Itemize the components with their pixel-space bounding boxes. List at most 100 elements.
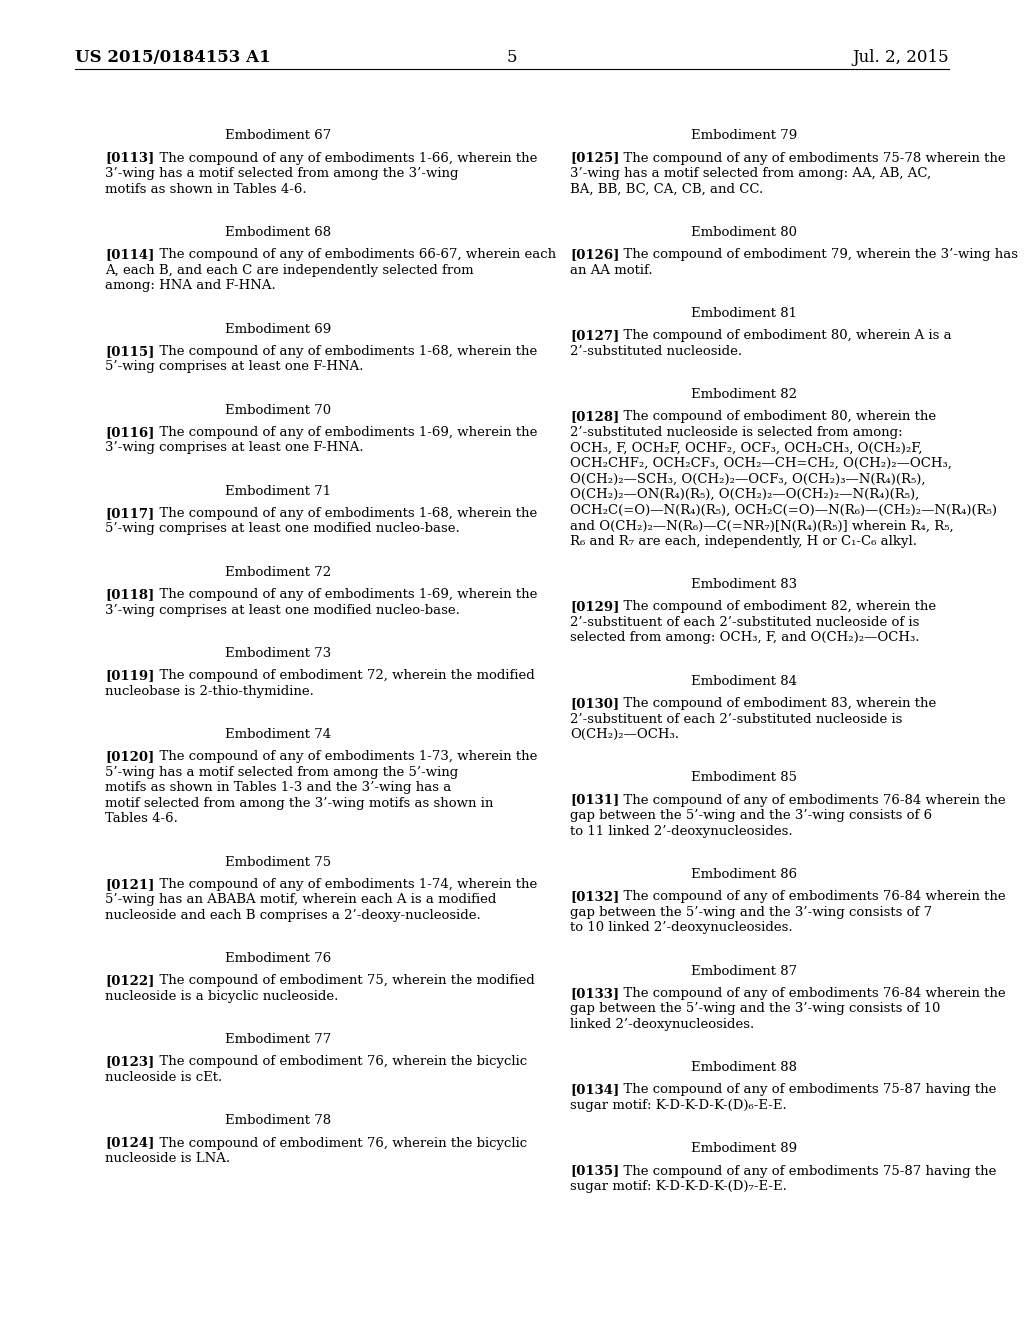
Text: Embodiment 81: Embodiment 81 — [691, 308, 798, 319]
Text: US 2015/0184153 A1: US 2015/0184153 A1 — [75, 49, 270, 66]
Text: OCH₂C(=O)—N(R₄)(R₅), OCH₂C(=O)—N(R₆)—(CH₂)₂—N(R₄)(R₅): OCH₂C(=O)—N(R₄)(R₅), OCH₂C(=O)—N(R₆)—(CH… — [570, 504, 997, 516]
Text: 5’-wing comprises at least one modified nucleo-base.: 5’-wing comprises at least one modified … — [105, 523, 460, 536]
Text: The compound of embodiment 75, wherein the modified: The compound of embodiment 75, wherein t… — [151, 974, 535, 987]
Text: [0113]: [0113] — [105, 152, 155, 165]
Text: The compound of any of embodiments 1-68, wherein the: The compound of any of embodiments 1-68,… — [151, 507, 537, 520]
Text: The compound of any of embodiments 1-66, wherein the: The compound of any of embodiments 1-66,… — [151, 152, 537, 165]
Text: [0121]: [0121] — [105, 878, 155, 891]
Text: motif selected from among the 3’-wing motifs as shown in: motif selected from among the 3’-wing mo… — [105, 797, 494, 809]
Text: 3’-wing has a motif selected from among the 3’-wing: 3’-wing has a motif selected from among … — [105, 168, 459, 180]
Text: [0128]: [0128] — [570, 411, 620, 424]
Text: The compound of any of embodiments 76-84 wherein the: The compound of any of embodiments 76-84… — [615, 890, 1006, 903]
Text: Embodiment 71: Embodiment 71 — [225, 484, 331, 498]
Text: [0118]: [0118] — [105, 587, 155, 601]
Text: The compound of any of embodiments 75-87 having the: The compound of any of embodiments 75-87… — [615, 1084, 996, 1097]
Text: The compound of embodiment 76, wherein the bicyclic: The compound of embodiment 76, wherein t… — [151, 1056, 526, 1068]
Text: The compound of embodiment 80, wherein the: The compound of embodiment 80, wherein t… — [615, 411, 937, 424]
Text: [0117]: [0117] — [105, 507, 155, 520]
Text: O(CH₂)₂—ON(R₄)(R₅), O(CH₂)₂—O(CH₂)₂—N(R₄)(R₅),: O(CH₂)₂—ON(R₄)(R₅), O(CH₂)₂—O(CH₂)₂—N(R₄… — [570, 488, 920, 502]
Text: Embodiment 84: Embodiment 84 — [691, 675, 798, 688]
Text: [0129]: [0129] — [570, 601, 620, 614]
Text: nucleoside is LNA.: nucleoside is LNA. — [105, 1152, 230, 1166]
Text: sugar motif: K-D-K-D-K-(D)₆-E-E.: sugar motif: K-D-K-D-K-(D)₆-E-E. — [570, 1100, 787, 1111]
Text: [0133]: [0133] — [570, 987, 620, 999]
Text: Embodiment 77: Embodiment 77 — [225, 1034, 331, 1047]
Text: gap between the 5’-wing and the 3’-wing consists of 10: gap between the 5’-wing and the 3’-wing … — [570, 1002, 941, 1015]
Text: Embodiment 86: Embodiment 86 — [691, 869, 798, 880]
Text: nucleobase is 2-thio-thymidine.: nucleobase is 2-thio-thymidine. — [105, 685, 314, 697]
Text: [0130]: [0130] — [570, 697, 620, 710]
Text: [0126]: [0126] — [570, 248, 620, 261]
Text: 3’-wing has a motif selected from among: AA, AB, AC,: 3’-wing has a motif selected from among:… — [570, 168, 932, 180]
Text: [0119]: [0119] — [105, 669, 155, 682]
Text: [0116]: [0116] — [105, 426, 155, 438]
Text: selected from among: OCH₃, F, and O(CH₂)₂—OCH₃.: selected from among: OCH₃, F, and O(CH₂)… — [570, 631, 920, 644]
Text: an AA motif.: an AA motif. — [570, 264, 653, 277]
Text: [0115]: [0115] — [105, 345, 155, 358]
Text: 2’-substituent of each 2’-substituted nucleoside of is: 2’-substituent of each 2’-substituted nu… — [570, 616, 920, 628]
Text: sugar motif: K-D-K-D-K-(D)₇-E-E.: sugar motif: K-D-K-D-K-(D)₇-E-E. — [570, 1180, 787, 1193]
Text: The compound of any of embodiments 1-69, wherein the: The compound of any of embodiments 1-69,… — [151, 587, 537, 601]
Text: Embodiment 79: Embodiment 79 — [691, 129, 798, 143]
Text: The compound of embodiment 83, wherein the: The compound of embodiment 83, wherein t… — [615, 697, 937, 710]
Text: 2’-substituted nucleoside is selected from among:: 2’-substituted nucleoside is selected fr… — [570, 426, 903, 438]
Text: 5’-wing comprises at least one F-HNA.: 5’-wing comprises at least one F-HNA. — [105, 360, 364, 374]
Text: The compound of any of embodiments 1-68, wherein the: The compound of any of embodiments 1-68,… — [151, 345, 537, 358]
Text: [0122]: [0122] — [105, 974, 155, 987]
Text: [0131]: [0131] — [570, 793, 620, 807]
Text: 5’-wing has a motif selected from among the 5’-wing: 5’-wing has a motif selected from among … — [105, 766, 459, 779]
Text: [0124]: [0124] — [105, 1137, 155, 1150]
Text: Embodiment 73: Embodiment 73 — [225, 647, 331, 660]
Text: to 11 linked 2’-deoxynucleosides.: to 11 linked 2’-deoxynucleosides. — [570, 825, 793, 838]
Text: 2’-substituent of each 2’-substituted nucleoside is: 2’-substituent of each 2’-substituted nu… — [570, 713, 903, 726]
Text: The compound of any of embodiments 76-84 wherein the: The compound of any of embodiments 76-84… — [615, 987, 1006, 999]
Text: nucleoside and each B comprises a 2’-deoxy-nucleoside.: nucleoside and each B comprises a 2’-deo… — [105, 909, 481, 921]
Text: Tables 4-6.: Tables 4-6. — [105, 812, 178, 825]
Text: gap between the 5’-wing and the 3’-wing consists of 6: gap between the 5’-wing and the 3’-wing … — [570, 809, 933, 822]
Text: Embodiment 88: Embodiment 88 — [691, 1061, 798, 1074]
Text: 5’-wing has an ABABA motif, wherein each A is a modified: 5’-wing has an ABABA motif, wherein each… — [105, 894, 497, 907]
Text: Embodiment 76: Embodiment 76 — [225, 952, 331, 965]
Text: The compound of any of embodiments 1-73, wherein the: The compound of any of embodiments 1-73,… — [151, 750, 537, 763]
Text: OCH₃, F, OCH₂F, OCHF₂, OCF₃, OCH₂CH₃, O(CH₂)₂F,: OCH₃, F, OCH₂F, OCHF₂, OCF₃, OCH₂CH₃, O(… — [570, 441, 923, 454]
Text: Embodiment 69: Embodiment 69 — [225, 322, 331, 335]
Text: The compound of any of embodiments 75-87 having the: The compound of any of embodiments 75-87… — [615, 1164, 996, 1177]
Text: 2’-substituted nucleoside.: 2’-substituted nucleoside. — [570, 345, 742, 358]
Text: The compound of embodiment 79, wherein the 3’-wing has: The compound of embodiment 79, wherein t… — [615, 248, 1019, 261]
Text: nucleoside is cEt.: nucleoside is cEt. — [105, 1071, 223, 1084]
Text: gap between the 5’-wing and the 3’-wing consists of 7: gap between the 5’-wing and the 3’-wing … — [570, 906, 933, 919]
Text: [0132]: [0132] — [570, 890, 620, 903]
Text: 3’-wing comprises at least one F-HNA.: 3’-wing comprises at least one F-HNA. — [105, 441, 365, 454]
Text: Embodiment 87: Embodiment 87 — [691, 965, 798, 978]
Text: Embodiment 85: Embodiment 85 — [691, 771, 798, 784]
Text: linked 2’-deoxynucleosides.: linked 2’-deoxynucleosides. — [570, 1018, 755, 1031]
Text: [0114]: [0114] — [105, 248, 155, 261]
Text: The compound of any of embodiments 1-69, wherein the: The compound of any of embodiments 1-69,… — [151, 426, 537, 438]
Text: Embodiment 70: Embodiment 70 — [225, 404, 331, 417]
Text: Embodiment 74: Embodiment 74 — [225, 727, 331, 741]
Text: The compound of any of embodiments 66-67, wherein each: The compound of any of embodiments 66-67… — [151, 248, 556, 261]
Text: [0125]: [0125] — [570, 152, 620, 165]
Text: Embodiment 82: Embodiment 82 — [691, 388, 798, 401]
Text: O(CH₂)₂—OCH₃.: O(CH₂)₂—OCH₃. — [570, 729, 679, 741]
Text: [0134]: [0134] — [570, 1084, 620, 1097]
Text: The compound of any of embodiments 75-78 wherein the: The compound of any of embodiments 75-78… — [615, 152, 1006, 165]
Text: [0120]: [0120] — [105, 750, 155, 763]
Text: OCH₂CHF₂, OCH₂CF₃, OCH₂—CH=CH₂, O(CH₂)₂—OCH₃,: OCH₂CHF₂, OCH₂CF₃, OCH₂—CH=CH₂, O(CH₂)₂—… — [570, 457, 952, 470]
Text: Embodiment 75: Embodiment 75 — [225, 855, 331, 869]
Text: The compound of embodiment 72, wherein the modified: The compound of embodiment 72, wherein t… — [151, 669, 535, 682]
Text: among: HNA and F-HNA.: among: HNA and F-HNA. — [105, 280, 276, 292]
Text: 3’-wing comprises at least one modified nucleo-base.: 3’-wing comprises at least one modified … — [105, 603, 461, 616]
Text: 5: 5 — [507, 49, 517, 66]
Text: The compound of any of embodiments 76-84 wherein the: The compound of any of embodiments 76-84… — [615, 793, 1006, 807]
Text: [0127]: [0127] — [570, 329, 620, 342]
Text: R₆ and R₇ are each, independently, H or C₁-C₆ alkyl.: R₆ and R₇ are each, independently, H or … — [570, 535, 918, 548]
Text: The compound of embodiment 80, wherein A is a: The compound of embodiment 80, wherein A… — [615, 329, 952, 342]
Text: motifs as shown in Tables 1-3 and the 3’-wing has a: motifs as shown in Tables 1-3 and the 3’… — [105, 781, 452, 795]
Text: Embodiment 68: Embodiment 68 — [225, 226, 331, 239]
Text: The compound of embodiment 76, wherein the bicyclic: The compound of embodiment 76, wherein t… — [151, 1137, 526, 1150]
Text: Embodiment 72: Embodiment 72 — [225, 566, 331, 578]
Text: nucleoside is a bicyclic nucleoside.: nucleoside is a bicyclic nucleoside. — [105, 990, 339, 1003]
Text: motifs as shown in Tables 4-6.: motifs as shown in Tables 4-6. — [105, 182, 307, 195]
Text: Jul. 2, 2015: Jul. 2, 2015 — [853, 49, 949, 66]
